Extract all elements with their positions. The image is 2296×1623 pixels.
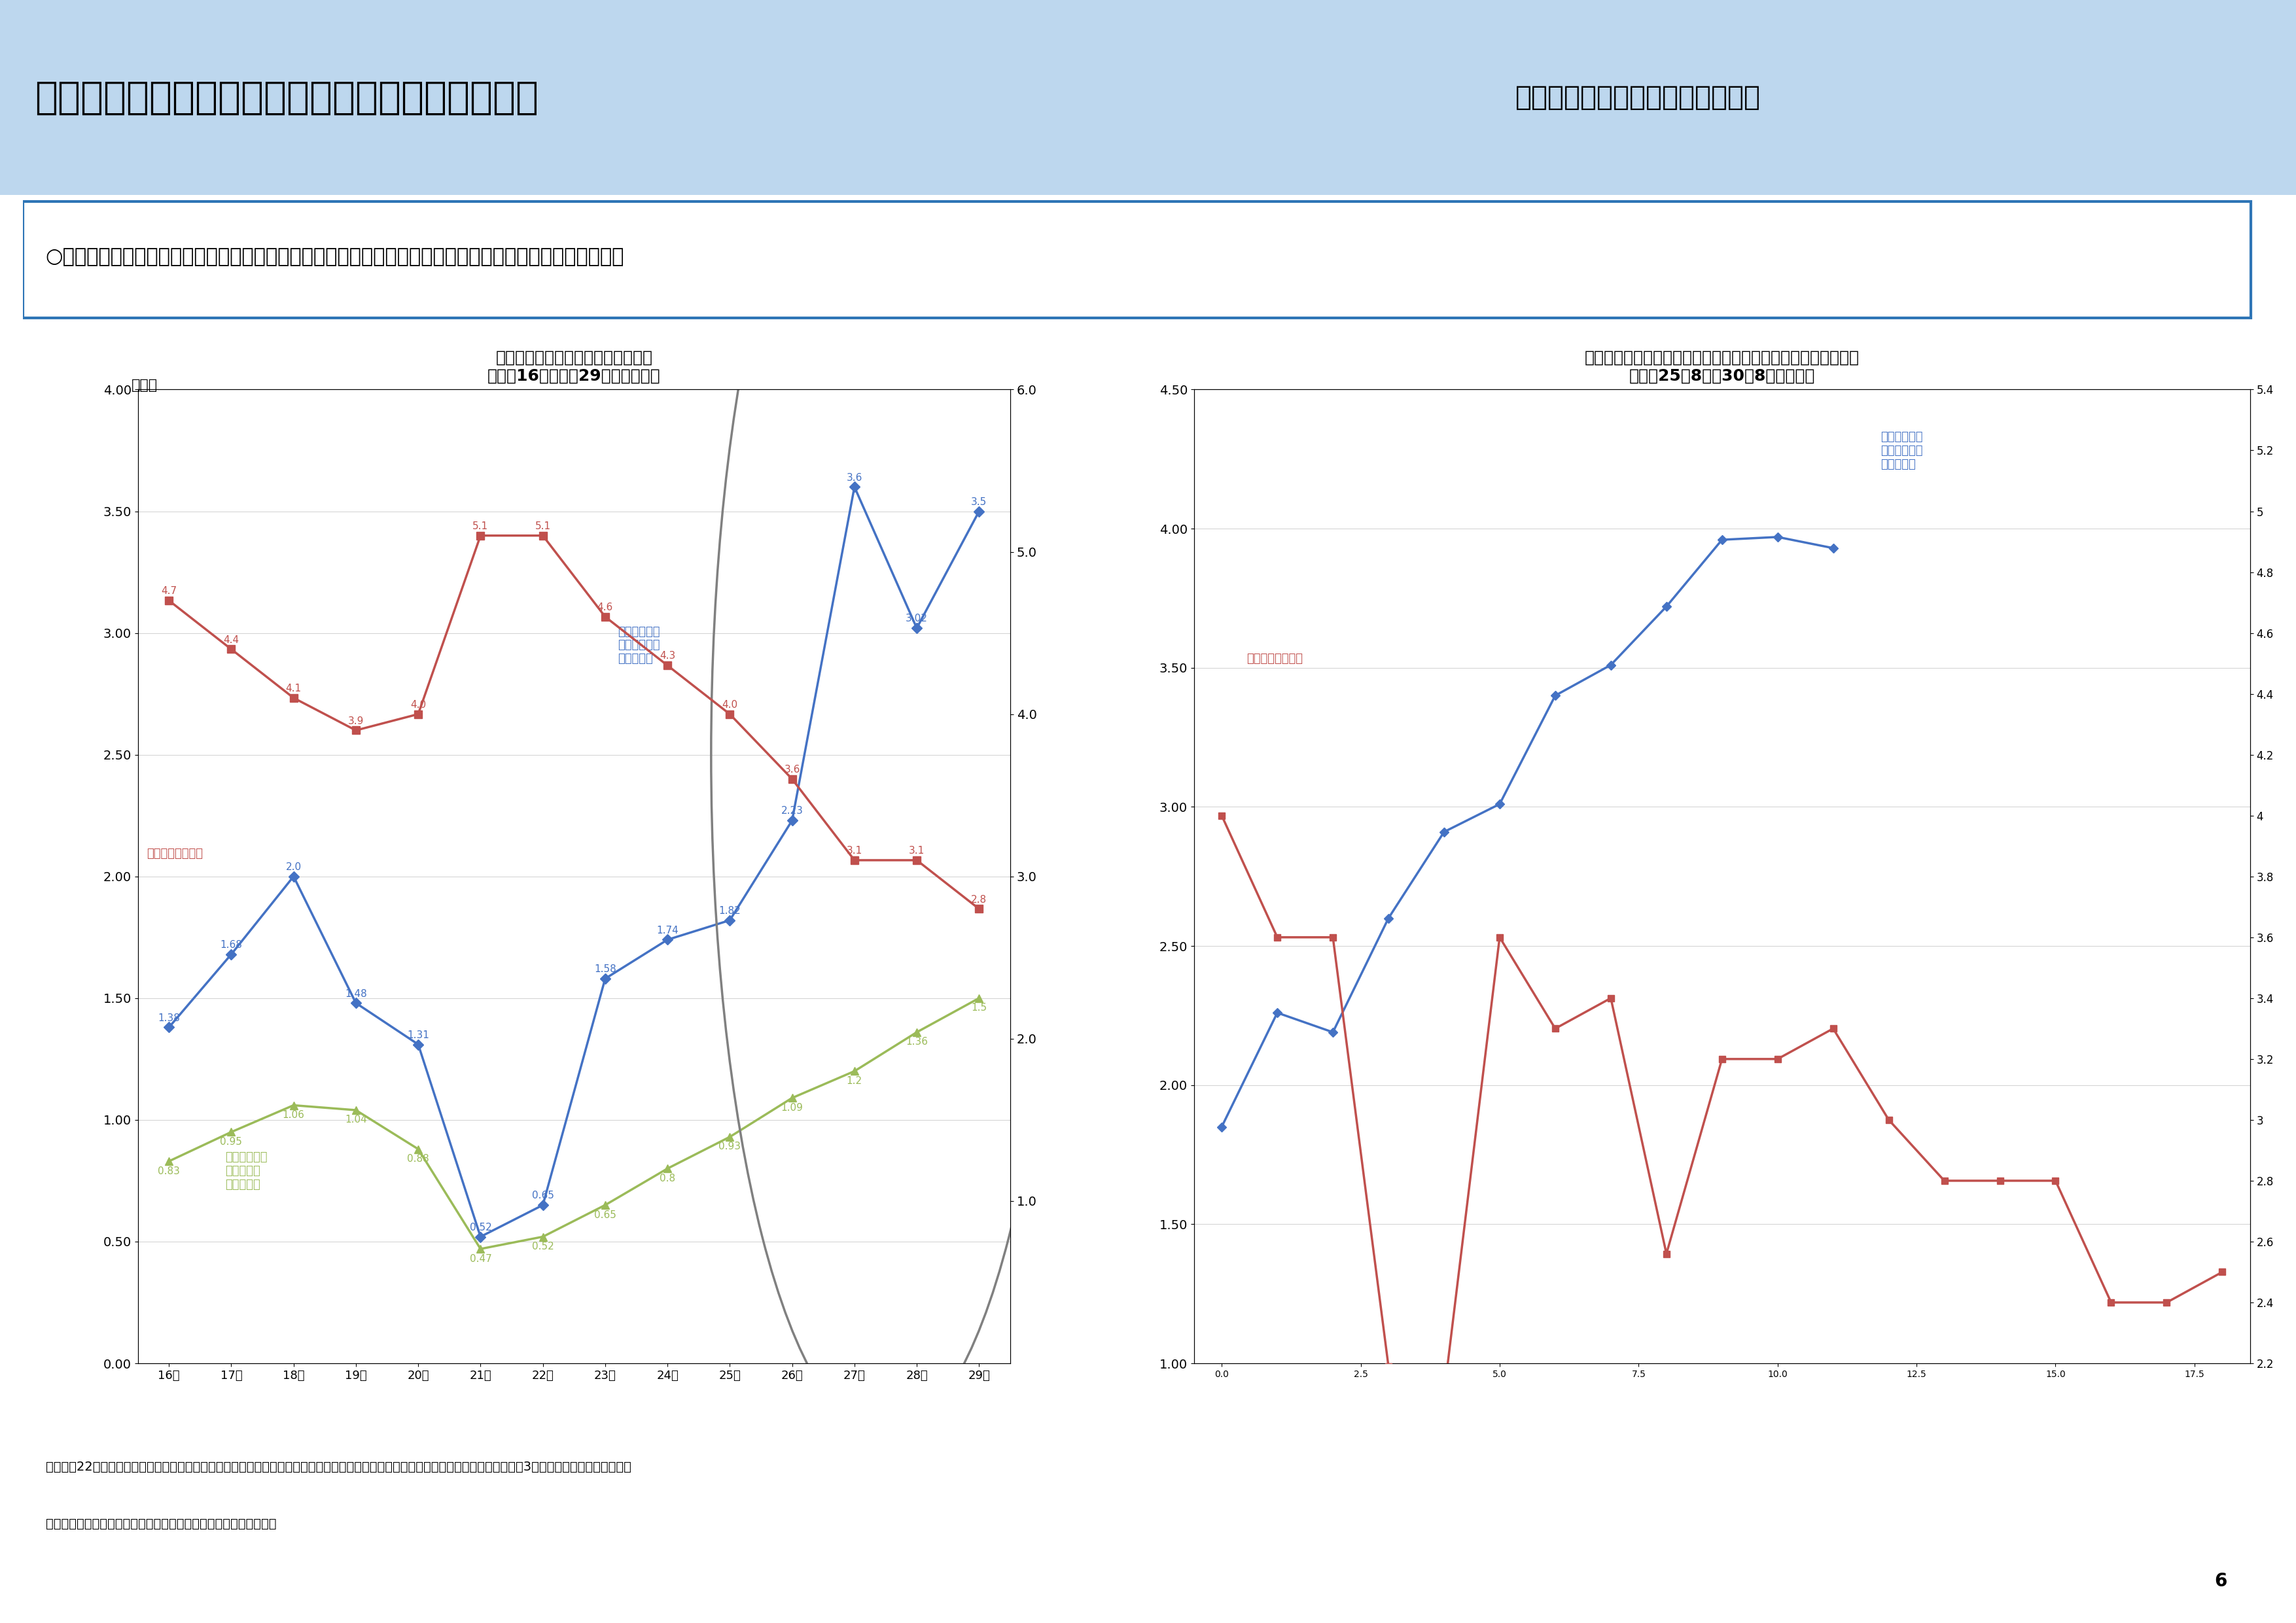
Text: 1.38: 1.38 bbox=[158, 1013, 179, 1022]
Text: （有効求人倍率と失業率の動向）: （有効求人倍率と失業率の動向） bbox=[1515, 84, 1761, 110]
Text: 4.3: 4.3 bbox=[659, 651, 675, 661]
Text: 4.0: 4.0 bbox=[411, 700, 427, 709]
Text: 有効求人倍率
（介護分野）
（左目盛）: 有効求人倍率 （介護分野） （左目盛） bbox=[1880, 432, 1922, 471]
Text: 【出典】厚生労働省「職業安定業務統計」、総務省「労働力調査」: 【出典】厚生労働省「職業安定業務統計」、総務省「労働力調査」 bbox=[46, 1518, 276, 1530]
Text: 0.52: 0.52 bbox=[533, 1242, 553, 1251]
Text: 5.1: 5.1 bbox=[535, 521, 551, 531]
Text: 失業率（右目盛）: 失業率（右目盛） bbox=[147, 847, 202, 860]
Text: 3.1: 3.1 bbox=[847, 846, 863, 855]
Text: （倍）: （倍） bbox=[131, 380, 158, 393]
Text: 0.8: 0.8 bbox=[659, 1173, 675, 1183]
Text: 失業率（右目盛）: 失業率（右目盛） bbox=[1247, 652, 1304, 665]
Text: 4.4: 4.4 bbox=[223, 635, 239, 644]
FancyBboxPatch shape bbox=[23, 201, 2250, 318]
Text: 3.02: 3.02 bbox=[905, 613, 928, 623]
Text: 介護関係職種の人材確保の状況と労働市場の動向: 介護関係職種の人材確保の状況と労働市場の動向 bbox=[34, 80, 537, 115]
Text: 注）平成22年度の失業率は東日本大震災の影響により、岩手県、宮城県及び福島県において調査の実施が困難な状況となっており、当該3県を除く結果となっている。: 注）平成22年度の失業率は東日本大震災の影響により、岩手県、宮城県及び福島県にお… bbox=[46, 1461, 631, 1474]
Text: 0.47: 0.47 bbox=[468, 1255, 491, 1264]
Text: 0.83: 0.83 bbox=[158, 1167, 179, 1177]
Text: 2.0: 2.0 bbox=[285, 862, 301, 872]
Text: 0.93: 0.93 bbox=[719, 1143, 742, 1152]
Text: 1.48: 1.48 bbox=[344, 988, 367, 998]
Text: 有効求人倍率
（介護分野）
（左目盛）: 有効求人倍率 （介護分野） （左目盛） bbox=[618, 626, 659, 665]
Text: 1.2: 1.2 bbox=[847, 1076, 863, 1086]
Text: 1.31: 1.31 bbox=[406, 1031, 429, 1040]
Text: 4.7: 4.7 bbox=[161, 586, 177, 596]
Text: 0.88: 0.88 bbox=[406, 1154, 429, 1164]
Text: 1.5: 1.5 bbox=[971, 1003, 987, 1013]
Text: 1.06: 1.06 bbox=[282, 1110, 305, 1120]
Text: 6: 6 bbox=[2213, 1573, 2227, 1591]
Title: 有効求人倍率（介護分野）（原数値）と失業率（季節調整値）
【平成25年8月～30年8月／月別】: 有効求人倍率（介護分野）（原数値）と失業率（季節調整値） 【平成25年8月～30… bbox=[1584, 351, 1860, 383]
Text: 4.6: 4.6 bbox=[597, 602, 613, 612]
Text: 1.82: 1.82 bbox=[719, 906, 742, 915]
Text: 0.95: 0.95 bbox=[220, 1138, 243, 1147]
Text: 4.0: 4.0 bbox=[721, 700, 737, 709]
Text: 0.52: 0.52 bbox=[468, 1222, 491, 1232]
Title: 有効求人倍率（介護分野）と失業率
【平成16年～平成29年／暦年別】: 有効求人倍率（介護分野）と失業率 【平成16年～平成29年／暦年別】 bbox=[487, 351, 661, 383]
Text: 3.6: 3.6 bbox=[785, 764, 799, 774]
Text: 1.36: 1.36 bbox=[905, 1037, 928, 1047]
Text: 1.74: 1.74 bbox=[657, 925, 680, 935]
Text: ○　介護関係の職種の有効求人倍率は、依然として高い水準にあり、全産業より高い水準で推移している。: ○ 介護関係の職種の有効求人倍率は、依然として高い水準にあり、全産業より高い水準… bbox=[46, 248, 625, 266]
Text: 0.65: 0.65 bbox=[595, 1211, 615, 1220]
Text: 3.5: 3.5 bbox=[971, 497, 987, 506]
Text: 1.68: 1.68 bbox=[220, 940, 243, 949]
Text: 5.1: 5.1 bbox=[473, 521, 489, 531]
Text: 1.09: 1.09 bbox=[781, 1104, 804, 1113]
Text: 3.1: 3.1 bbox=[909, 846, 925, 855]
Text: 2.23: 2.23 bbox=[781, 807, 804, 816]
Text: 2.8: 2.8 bbox=[971, 894, 987, 904]
Text: 0.65: 0.65 bbox=[533, 1191, 553, 1201]
Text: 1.04: 1.04 bbox=[344, 1115, 367, 1125]
Text: 有効求人倍率
（全職業）
（左目盛）: 有効求人倍率 （全職業） （左目盛） bbox=[225, 1152, 266, 1191]
Text: 3.9: 3.9 bbox=[349, 716, 363, 725]
Text: 4.1: 4.1 bbox=[285, 683, 301, 693]
Text: 1.58: 1.58 bbox=[595, 964, 615, 974]
Text: 3.6: 3.6 bbox=[847, 472, 863, 482]
